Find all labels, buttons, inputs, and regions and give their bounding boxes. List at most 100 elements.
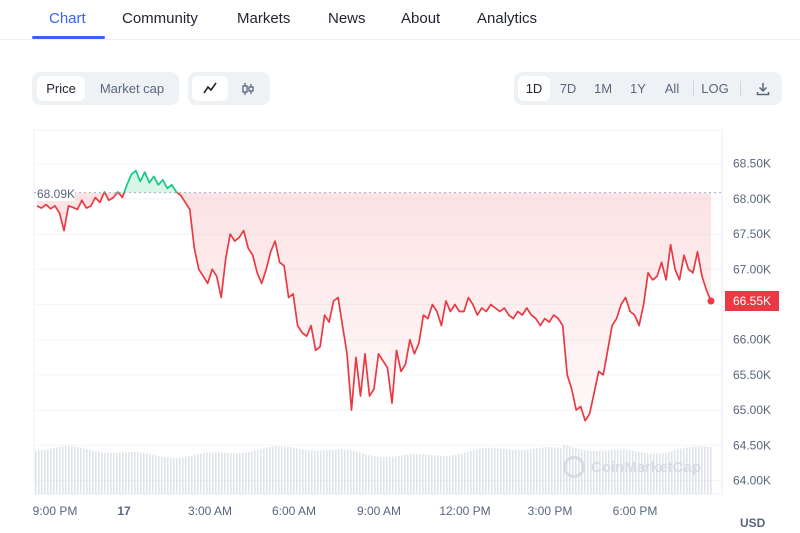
volume-bar (428, 454, 430, 494)
y-axis: 68.50K68.00K67.50K67.00K66.50K66.00K65.5… (733, 157, 771, 488)
volume-bar (122, 452, 124, 494)
volume-bar (683, 448, 685, 494)
download-button[interactable] (750, 76, 776, 101)
candlestick-button[interactable] (230, 76, 266, 101)
volume-bar (203, 453, 205, 494)
volume-bar (641, 452, 643, 494)
volume-bar (518, 450, 520, 494)
x-tick-label: 6:00 AM (272, 504, 316, 518)
range-toggle: 1D 7D 1M 1Y All LOG (514, 72, 782, 105)
volume-bar (44, 449, 46, 494)
volume-bar (680, 448, 682, 494)
volume-bar (317, 450, 319, 494)
tab-community[interactable]: Community (122, 10, 198, 27)
log-scale-button[interactable]: LOG (701, 81, 729, 96)
tab-markets[interactable]: Markets (237, 10, 291, 27)
y-tick-label: 65.00K (733, 403, 771, 417)
range-7d-button[interactable]: 7D (559, 81, 577, 96)
volume-bar (509, 449, 511, 494)
volume-bar (86, 449, 88, 494)
volume-bar (155, 455, 157, 494)
tab-analytics[interactable]: Analytics (477, 10, 538, 27)
volume-bar (626, 449, 628, 494)
volume-bar (164, 457, 166, 494)
volume-bar (620, 449, 622, 494)
volume-bar (50, 448, 52, 494)
price-line-up (103, 169, 179, 193)
volume-bar (389, 456, 391, 494)
volume-bar (494, 447, 496, 494)
volume-bar (377, 456, 379, 494)
volume-bar (665, 452, 667, 494)
price-button[interactable]: Price (37, 76, 85, 101)
volume-bar (71, 446, 73, 494)
volume-bar (617, 449, 619, 494)
below-reference-area (37, 192, 711, 421)
volume-bar (344, 449, 346, 494)
volume-bar (647, 453, 649, 494)
volume-bar (140, 452, 142, 494)
market-cap-button[interactable]: Market cap (99, 81, 165, 96)
volume-bar (527, 449, 529, 494)
volume-bar (101, 452, 103, 494)
volume-bar (80, 447, 82, 494)
volume-bar (116, 452, 118, 494)
y-tick-label: 67.00K (733, 262, 771, 276)
tab-news[interactable]: News (328, 10, 366, 27)
volume-bar (596, 450, 598, 494)
range-1d-button[interactable]: 1D (518, 76, 550, 101)
volume-bar (440, 455, 442, 494)
volume-bar (452, 455, 454, 494)
volume-bar (143, 452, 145, 494)
volume-bar (356, 451, 358, 494)
volume-bar (602, 450, 604, 494)
range-1m-button[interactable]: 1M (593, 81, 613, 96)
tab-about[interactable]: About (401, 10, 441, 27)
line-chart-button[interactable] (192, 76, 228, 101)
volume-bar (332, 449, 334, 494)
volume-bar (380, 456, 382, 494)
volume-bar (284, 446, 286, 494)
price-line (36, 169, 715, 422)
volume-bar (65, 446, 67, 494)
volume-bar (644, 452, 646, 494)
range-1y-button[interactable]: 1Y (630, 81, 646, 96)
volume-bar (395, 456, 397, 494)
volume-bar (692, 446, 694, 494)
volume-bar (158, 456, 160, 494)
volume-bar (38, 450, 40, 494)
volume-bar (605, 450, 607, 494)
x-tick-label: 3:00 PM (528, 504, 573, 518)
x-tick-label: 9:00 PM (33, 504, 78, 518)
volume-bar (170, 457, 172, 494)
volume-bar (422, 454, 424, 494)
volume-bar (695, 446, 697, 494)
volume-bar (413, 453, 415, 494)
volume-bar (68, 446, 70, 494)
volume-bar (125, 452, 127, 494)
volume-bar (185, 456, 187, 494)
volume-bar (656, 453, 658, 494)
tab-chart[interactable]: Chart (49, 10, 86, 27)
volume-bar (497, 448, 499, 494)
volume-bar (686, 447, 688, 494)
volume-bar (338, 449, 340, 494)
volume-bar (506, 449, 508, 494)
reference-price-label: 68.09K (37, 187, 76, 201)
chart-style-toggle (188, 72, 270, 105)
volume-bar (47, 449, 49, 494)
range-all-button[interactable]: All (664, 81, 680, 96)
volume-bar (149, 453, 151, 494)
volume-bar (110, 453, 112, 494)
volume-bar (593, 451, 595, 494)
volume-bar (119, 452, 121, 494)
line-chart-icon (203, 82, 217, 94)
volume-bar (449, 455, 451, 494)
volume-bar (194, 454, 196, 494)
volume-bar (443, 455, 445, 494)
volume-bar (470, 450, 472, 494)
volume-bar (407, 454, 409, 494)
volume-bar (653, 453, 655, 494)
volume-bar (107, 452, 109, 494)
